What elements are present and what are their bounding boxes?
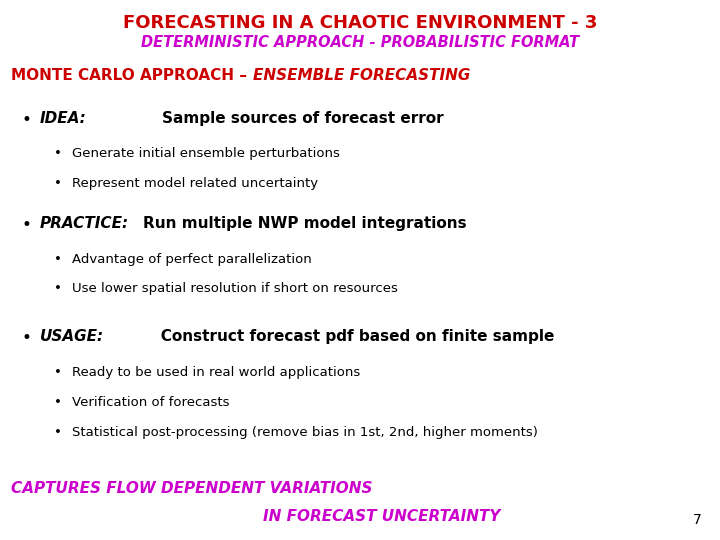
Text: •: • — [54, 426, 62, 438]
Text: •: • — [22, 111, 32, 129]
Text: Run multiple NWP model integrations: Run multiple NWP model integrations — [122, 216, 467, 231]
Text: Use lower spatial resolution if short on resources: Use lower spatial resolution if short on… — [72, 282, 398, 295]
Text: •: • — [54, 147, 62, 160]
Text: PRACTICE:: PRACTICE: — [40, 216, 129, 231]
Text: •: • — [22, 216, 32, 234]
Text: USAGE:: USAGE: — [40, 329, 104, 345]
Text: FORECASTING IN A CHAOTIC ENVIRONMENT - 3: FORECASTING IN A CHAOTIC ENVIRONMENT - 3 — [123, 14, 597, 31]
Text: Generate initial ensemble perturbations: Generate initial ensemble perturbations — [72, 147, 340, 160]
Text: Verification of forecasts: Verification of forecasts — [72, 396, 230, 409]
Text: Represent model related uncertainty: Represent model related uncertainty — [72, 177, 318, 190]
Text: •: • — [54, 177, 62, 190]
Text: IDEA:: IDEA: — [40, 111, 86, 126]
Text: Ready to be used in real world applications: Ready to be used in real world applicati… — [72, 366, 360, 379]
Text: Sample sources of forecast error: Sample sources of forecast error — [99, 111, 444, 126]
Text: Advantage of perfect parallelization: Advantage of perfect parallelization — [72, 253, 312, 266]
Text: IN FORECAST UNCERTAINTY: IN FORECAST UNCERTAINTY — [11, 509, 500, 524]
Text: •: • — [54, 366, 62, 379]
Text: 7: 7 — [693, 512, 702, 526]
Text: •: • — [54, 282, 62, 295]
Text: •: • — [22, 329, 32, 347]
Text: DETERMINISTIC APPROACH - PROBABILISTIC FORMAT: DETERMINISTIC APPROACH - PROBABILISTIC F… — [141, 35, 579, 50]
Text: •: • — [54, 253, 62, 266]
Text: CAPTURES FLOW DEPENDENT VARIATIONS: CAPTURES FLOW DEPENDENT VARIATIONS — [11, 481, 372, 496]
Text: •: • — [54, 396, 62, 409]
Text: ENSEMBLE FORECASTING: ENSEMBLE FORECASTING — [253, 68, 471, 83]
Text: MONTE CARLO APPROACH –: MONTE CARLO APPROACH – — [11, 68, 252, 83]
Text: Statistical post-processing (remove bias in 1st, 2nd, higher moments): Statistical post-processing (remove bias… — [72, 426, 538, 438]
Text: Construct forecast pdf based on finite sample: Construct forecast pdf based on finite s… — [103, 329, 554, 345]
